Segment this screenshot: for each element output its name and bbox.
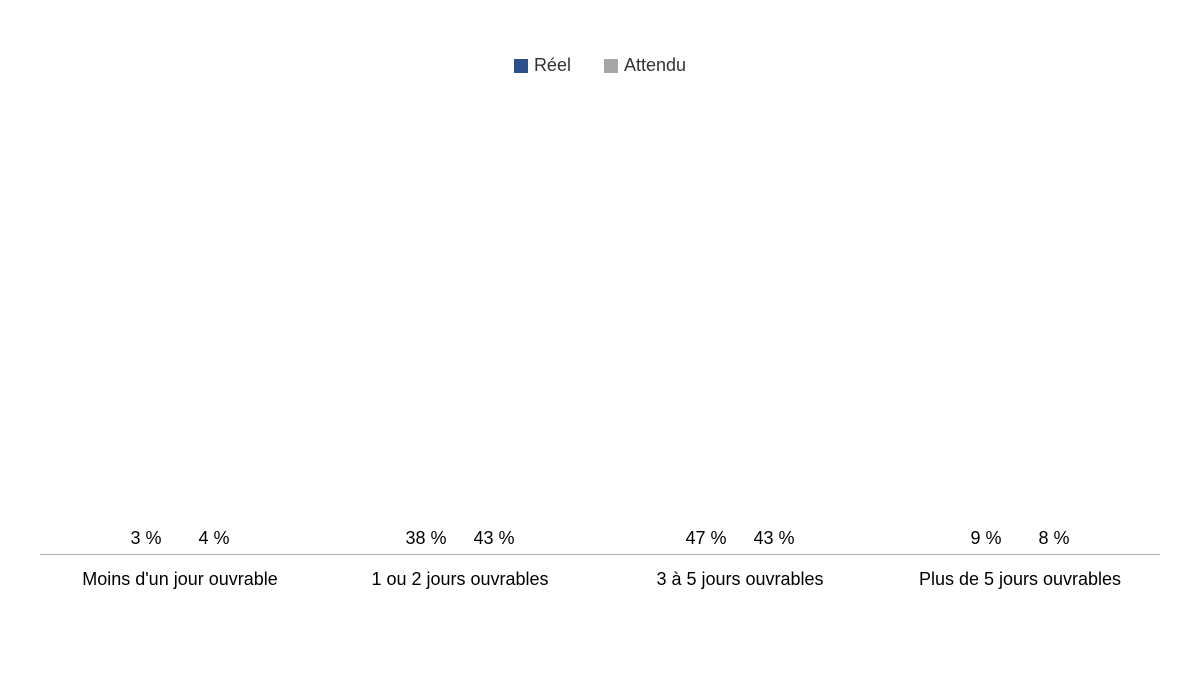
bar-value-label: 4 % (173, 528, 254, 549)
legend-label-attendu: Attendu (624, 55, 686, 76)
x-axis-label: Plus de 5 jours ouvrables (880, 569, 1160, 675)
plot-area: 3 % 4 % 38 % 43 % (40, 115, 1160, 555)
legend: Réel Attendu (0, 55, 1200, 78)
bar-group: 3 % 4 % (40, 115, 320, 555)
legend-swatch-reel (514, 59, 528, 73)
bar-chart: Réel Attendu 3 % 4 % (0, 0, 1200, 675)
bar-value-label: 43 % (453, 528, 534, 549)
bar-groups: 3 % 4 % 38 % 43 % (40, 115, 1160, 555)
bar-group: 38 % 43 % (320, 115, 600, 555)
bar-group: 9 % 8 % (880, 115, 1160, 555)
x-axis-label: Moins d'un jour ouvrable (40, 569, 320, 675)
legend-item-attendu: Attendu (604, 55, 686, 76)
bar-value-label: 8 % (1013, 528, 1094, 549)
legend-swatch-attendu (604, 59, 618, 73)
legend-label-reel: Réel (534, 55, 571, 76)
x-axis-labels: Moins d'un jour ouvrable 1 ou 2 jours ou… (40, 555, 1160, 675)
bar-value-label: 43 % (733, 528, 814, 549)
x-axis-label: 1 ou 2 jours ouvrables (320, 569, 600, 675)
legend-item-reel: Réel (514, 55, 571, 76)
bar-group: 47 % 43 % (600, 115, 880, 555)
x-axis-label: 3 à 5 jours ouvrables (600, 569, 880, 675)
